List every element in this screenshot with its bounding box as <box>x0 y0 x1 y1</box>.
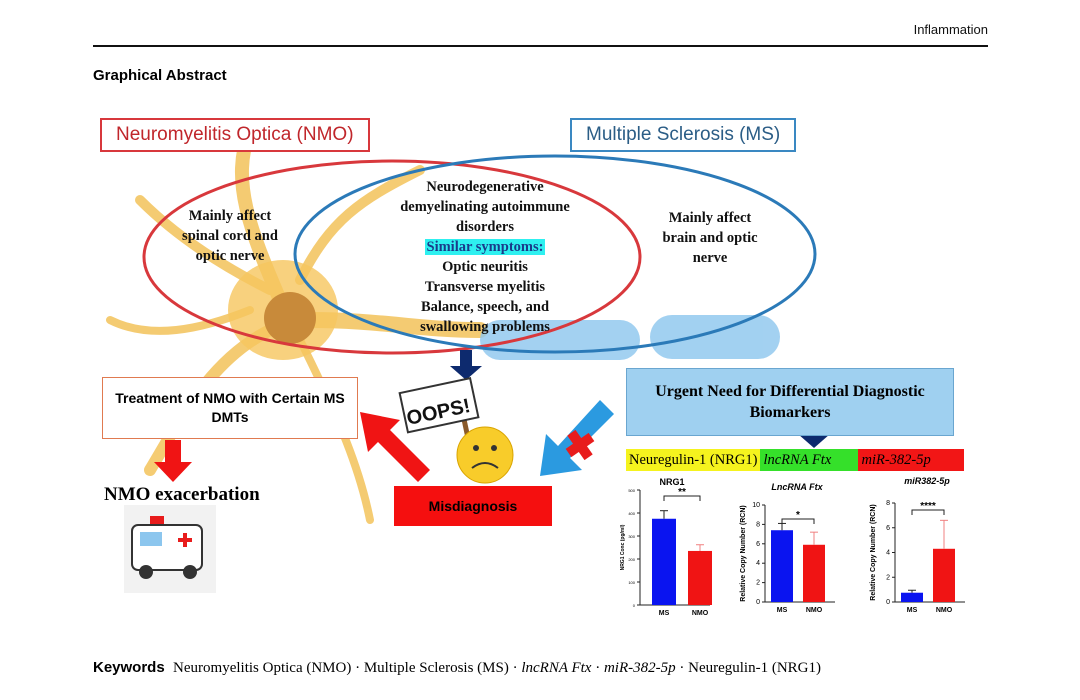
nmo-title: Neuromyelitis Optica (NMO) <box>100 118 370 152</box>
y-axis-label: NRG1 Conc (pg/ml) <box>620 524 626 570</box>
symptom: Balance, speech, and <box>420 299 550 315</box>
text-line: demyelinating autoimmune <box>400 199 570 215</box>
text-line: spinal cord and <box>182 228 278 244</box>
y-tick-label: 2 <box>886 574 890 581</box>
significance-bracket <box>911 509 945 515</box>
sep: · <box>591 660 604 676</box>
biomarker-list: Neuregulin-1 (NRG1) lncRNA Ftx miR-382-5… <box>626 449 965 471</box>
shared-description: Neurodegenerative demyelinating autoimmu… <box>380 177 590 337</box>
misdiagnosis-box: Misdiagnosis <box>394 486 552 526</box>
biomarker-nrg1: Neuregulin-1 (NRG1) <box>626 449 761 471</box>
sep: · <box>508 660 522 676</box>
ms-title: Multiple Sclerosis (MS) <box>570 118 797 152</box>
text-line: Mainly affect <box>188 208 272 224</box>
y-tick-label: 500 <box>628 488 635 493</box>
keyword: Neuregulin-1 (NRG1) <box>688 660 822 676</box>
ambulance-icon <box>124 505 216 593</box>
nmo-description: Mainly affect spinal cord and optic nerv… <box>160 206 300 266</box>
significance-label: **** <box>920 501 936 512</box>
biomarker-mirna: miR-382-5p <box>858 449 965 471</box>
y-tick-label: 400 <box>628 511 635 516</box>
y-tick-label: 8 <box>886 500 890 507</box>
y-tick-label: 2 <box>756 580 760 587</box>
symptom: Optic neuritis <box>442 259 528 275</box>
y-tick-label: 6 <box>886 525 890 532</box>
text-line: optic nerve <box>195 248 265 264</box>
x-tick-label: MS <box>659 610 670 617</box>
nmo-exacerbation-label: NMO exacerbation <box>104 484 260 505</box>
arrow-red-down-icon <box>154 440 192 482</box>
keyword: Neuromyelitis Optica (NMO) <box>173 660 352 676</box>
y-tick-label: 4 <box>756 560 760 567</box>
significance-label: ** <box>678 487 686 498</box>
sep: · <box>351 660 364 676</box>
y-tick-label: 300 <box>628 534 635 539</box>
chart-title: NRG1 <box>659 477 684 487</box>
bar-nmo <box>688 550 712 605</box>
y-tick-label: 200 <box>628 557 635 562</box>
similar-symptoms-label: Similar symptoms: <box>424 239 546 255</box>
significance-bracket <box>781 518 815 524</box>
sep: · <box>675 660 689 676</box>
y-tick-label: 6 <box>756 541 760 548</box>
keyword: Multiple Sclerosis (MS) <box>363 660 509 676</box>
treatment-box: Treatment of NMO with Certain MS DMTs <box>102 377 358 439</box>
y-tick-label: 8 <box>756 521 760 528</box>
bar-ms <box>771 530 793 602</box>
sad-face-icon <box>456 426 514 484</box>
arrow-red-up-left-icon <box>360 412 430 482</box>
journal-name: Inflammation <box>913 22 988 37</box>
y-tick-label: 4 <box>886 550 890 557</box>
arrow-down-icon <box>450 350 482 380</box>
significance-label: * <box>796 510 800 521</box>
significance-bracket <box>663 495 701 501</box>
nmo-ellipse <box>142 159 642 355</box>
keyword: miR-382-5p <box>603 660 676 676</box>
text-line: brain and optic <box>662 230 758 246</box>
chart-title: LncRNA Ftx <box>771 482 823 492</box>
bar-nmo <box>933 548 955 602</box>
ms-ellipse <box>293 154 817 354</box>
x-tick-label: NMO <box>936 607 953 614</box>
bar-nmo <box>803 544 825 602</box>
ms-description: Mainly affect brain and optic nerve <box>640 208 780 268</box>
neuron-nucleus <box>264 292 316 344</box>
text-line: Mainly affect <box>668 210 752 226</box>
y-axis-label: Relative Copy Number (RCN) <box>870 504 877 600</box>
header-rule <box>93 45 988 47</box>
biomarker-lncrna: lncRNA Ftx <box>760 449 859 471</box>
y-tick-label: 0 <box>756 599 760 606</box>
y-tick-label: 10 <box>752 502 760 509</box>
urgent-need-box: Urgent Need for Differential Diagnostic … <box>626 368 954 436</box>
y-axis-label: Relative Copy Number (RCN) <box>740 505 747 601</box>
y-tick-label: 100 <box>628 580 635 585</box>
section-title: Graphical Abstract <box>93 67 227 84</box>
bar-ms <box>901 592 923 602</box>
keyword: lncRNA Ftx <box>521 660 592 676</box>
y-tick-label: 0 <box>633 603 636 608</box>
bar-ms <box>652 518 676 605</box>
keywords-label: Keywords <box>93 659 165 676</box>
x-tick-label: NMO <box>692 610 709 617</box>
red-cross-icon <box>565 429 595 461</box>
text-line: nerve <box>692 250 728 266</box>
symptom: Transverse myelitis <box>424 279 546 295</box>
x-tick-label: MS <box>907 607 918 614</box>
text-line: disorders <box>456 219 514 235</box>
keywords: Keywords Neuromyelitis Optica (NMO) · Mu… <box>93 659 821 677</box>
y-tick-label: 0 <box>886 599 890 606</box>
chart-title: miR382-5p <box>904 476 950 486</box>
symptom: swallowing problems <box>420 319 550 335</box>
x-tick-label: NMO <box>806 607 823 614</box>
x-tick-label: MS <box>777 607 788 614</box>
text-line: Neurodegenerative <box>426 179 544 195</box>
